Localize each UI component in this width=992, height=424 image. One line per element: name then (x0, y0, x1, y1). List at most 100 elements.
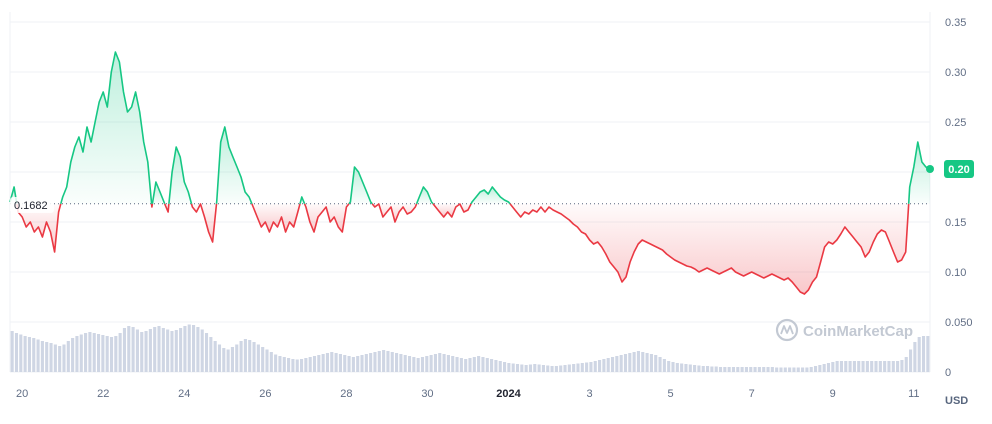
volume-bar (610, 357, 615, 372)
volume-bar (416, 358, 420, 372)
volume-bar (377, 351, 381, 372)
volume-bar (541, 365, 545, 372)
volume-bar (718, 367, 723, 372)
current-price-value: 0.20 (948, 164, 969, 176)
volume-bar (623, 354, 628, 372)
volume-bar (593, 361, 597, 372)
line-segment-up (415, 186, 434, 205)
volume-bar (161, 328, 165, 372)
volume-bar (295, 359, 299, 372)
x-tick-label: 24 (178, 388, 190, 400)
coinmarketcap-logo-icon (775, 318, 799, 342)
volume-bar (602, 359, 606, 372)
volume-bar (122, 328, 127, 372)
volume-bar (395, 353, 399, 372)
line-segment-down (150, 203, 154, 208)
volume-bar (688, 364, 692, 372)
volume-bar (697, 365, 701, 372)
volume-bar (822, 364, 826, 372)
line-segment-up (151, 181, 166, 205)
y-tick-label: 0 (945, 367, 951, 379)
line-segment-up (907, 141, 931, 204)
volume-bar (109, 337, 114, 372)
volume-bar (572, 364, 576, 372)
volume-bar (282, 357, 286, 372)
area-below-baseline (509, 203, 909, 294)
volume-bar (446, 355, 450, 372)
volume-bar (71, 338, 75, 372)
volume-bar (148, 329, 152, 372)
volume-bar (839, 361, 844, 372)
volume-bar (196, 327, 200, 372)
x-tick-label: 22 (97, 388, 109, 400)
volume-bar (921, 336, 926, 372)
x-tick-label: 2024 (496, 388, 521, 400)
volume-bar (459, 358, 463, 372)
volume-bar (274, 354, 278, 372)
volume-bar (563, 365, 567, 372)
volume-bar (343, 355, 347, 372)
volume-bar (628, 353, 632, 372)
watermark-text: CoinMarketCap (803, 323, 913, 340)
volume-bar (40, 341, 44, 372)
volume-bar (533, 364, 537, 372)
volume-bar (105, 336, 109, 372)
volume-bar (213, 341, 217, 372)
volume-bar (818, 365, 822, 372)
volume-bar (857, 361, 861, 372)
volume-bar (870, 361, 874, 372)
volume-bar (382, 350, 386, 372)
volume-bar (386, 351, 390, 372)
line-segment-up (470, 186, 511, 205)
volume-bar (403, 355, 407, 372)
volume-bar (79, 334, 83, 372)
line-segment-down (432, 203, 472, 218)
volume-bar (744, 367, 748, 372)
volume-bar (36, 339, 40, 372)
volume-bar (252, 342, 256, 372)
volume-bar (351, 357, 355, 372)
volume-bar (606, 358, 610, 372)
volume-bar (299, 359, 304, 372)
volume-bar (693, 365, 697, 372)
volume-bar (775, 367, 779, 372)
volume-bar (649, 354, 653, 372)
volume-bar (805, 367, 809, 372)
area-below-baseline (191, 203, 217, 242)
volume-bar (904, 357, 908, 372)
volume-bar (442, 354, 446, 372)
volume-bar (14, 333, 19, 372)
volume-bar (407, 356, 412, 372)
grid-lines (9, 12, 931, 373)
baseline-label: 0.1682 (10, 197, 54, 213)
line-segment-up (168, 146, 193, 205)
volume-bar (537, 364, 541, 372)
volume-bar (477, 356, 481, 372)
volume-bar (861, 361, 865, 372)
volume-bar (507, 363, 511, 372)
volume-bar (654, 355, 658, 372)
volume-bar (235, 344, 239, 372)
volume-bar (498, 361, 502, 372)
volume-bar (835, 361, 839, 372)
volume-bar (468, 358, 472, 372)
volume-bar (917, 337, 921, 372)
x-tick-label: 11 (908, 388, 919, 400)
volume-bar (209, 337, 213, 372)
volume-bar (550, 366, 554, 372)
volume-bar (598, 360, 602, 372)
volume-bar (472, 357, 476, 372)
volume-bar (723, 367, 727, 372)
volume-bar (511, 363, 515, 372)
volume-bar (356, 356, 360, 372)
line-segment-down (509, 203, 910, 295)
y-tick-label: 0.050 (945, 317, 973, 329)
volume-bar (256, 344, 260, 372)
y-tick-label: 0.25 (945, 117, 966, 129)
volume-bar (23, 336, 27, 372)
volume-bar (667, 361, 671, 372)
volume-bar (727, 367, 731, 372)
volume-bar (88, 332, 92, 372)
volume-bar (710, 366, 714, 372)
x-axis: 20 22 24 26 28 30 2024 3 5 7 9 11 (16, 388, 919, 400)
